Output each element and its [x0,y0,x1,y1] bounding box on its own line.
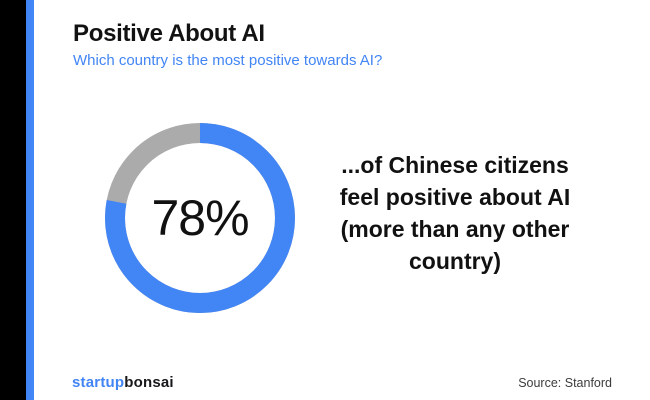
donut-chart-svg [105,123,295,313]
header: Positive About AI Which country is the m… [73,20,382,70]
brand-logo-startup: startup [72,374,125,391]
left-accent-black-bar [0,0,26,400]
page-title: Positive About AI [73,20,265,47]
left-accent-blue-bar [26,0,34,400]
annotation-text: ...of Chinese citizens feel positive abo… [339,152,571,274]
brand-logo-bonsai: bonsai [124,374,174,391]
brand-logo: startupbonsai [72,374,174,391]
donut-chart: 78% [105,123,295,313]
donut-positive-arc [105,123,295,313]
donut-center-label: 78% [151,190,249,246]
page-subtitle: Which country is the most positive towar… [73,51,383,69]
source-text: Source: Stanford [518,376,612,390]
